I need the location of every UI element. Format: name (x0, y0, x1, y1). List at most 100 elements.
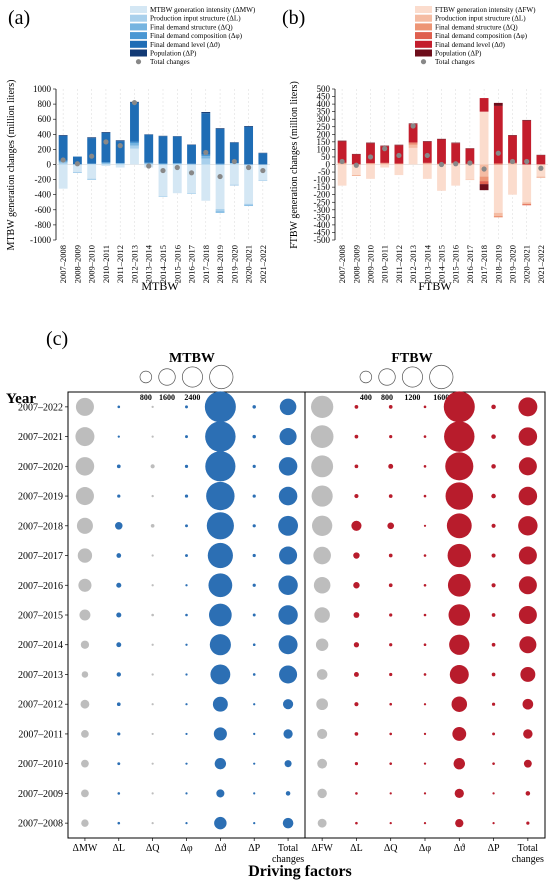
mtbw-bar-1 (87, 165, 96, 179)
mtbw-legend-swatch (130, 15, 147, 22)
col-label: Total (518, 843, 539, 854)
mtbw-legend-swatch (130, 32, 147, 39)
row-label: 2007–2017 (18, 551, 63, 562)
bubble (424, 495, 427, 498)
ftbw-y-tick-label: 500 (317, 84, 331, 94)
ftbw-bar-1 (338, 165, 347, 186)
mtbw-bar-6 (216, 128, 225, 129)
bubble (205, 451, 235, 481)
mtbw-total-point (61, 157, 66, 162)
bubble (283, 818, 294, 829)
col-label: Δφ (419, 843, 431, 854)
bubble (518, 397, 537, 416)
ftbw-legend-total-label: Total changes (435, 58, 475, 66)
mtbw-bar-2 (116, 164, 125, 165)
mtbw-bar-1 (201, 165, 210, 201)
mtbw-x-tick-label: 2013–2014 (144, 244, 154, 283)
bubble (424, 465, 427, 468)
mtbw-legend-label: Final demand composition (Δφ) (150, 32, 243, 40)
size-legend-label: 400 (360, 393, 372, 402)
ftbw-bar-5 (366, 143, 375, 163)
bubble (492, 613, 496, 617)
bubble (353, 612, 359, 618)
bubble (389, 673, 392, 676)
mtbw-y-tick-label: 1000 (33, 84, 52, 94)
bubble (354, 642, 359, 647)
ftbw-bar-5 (437, 139, 446, 163)
bubble (280, 428, 297, 445)
bubble (523, 699, 534, 710)
bubble (446, 482, 473, 509)
mtbw-total-point (232, 159, 237, 164)
bubble (279, 457, 298, 476)
bubble (355, 435, 359, 439)
bubble (389, 435, 392, 438)
bubble (424, 703, 426, 705)
bubble (252, 435, 255, 438)
mtbw-y-tick-label: -800 (35, 220, 52, 230)
size-legend-circle (360, 371, 372, 383)
bubble (278, 516, 298, 536)
bubble (355, 762, 358, 765)
ftbw-total-point (538, 166, 543, 171)
mtbw-total-point (260, 168, 265, 173)
size-legend-circle (210, 365, 233, 388)
bubble (152, 822, 154, 824)
col-label: Total (278, 843, 299, 854)
bubble-matrix-frame (68, 392, 545, 838)
bubble (355, 822, 358, 825)
bubble (208, 543, 233, 568)
bubble (78, 579, 91, 592)
bubble (354, 672, 359, 677)
bubble (444, 391, 475, 422)
bubble (81, 760, 89, 768)
ftbw-bar-6 (423, 141, 432, 142)
mtbw-bar-4 (144, 163, 153, 164)
bubble (492, 762, 495, 765)
bubble (424, 763, 426, 765)
mtbw-bar-1 (216, 165, 225, 210)
bubble (151, 614, 154, 617)
mtbw-bar-4 (130, 142, 139, 144)
mtbw-total-point (246, 165, 251, 170)
bubble (389, 733, 392, 736)
bubble (424, 525, 426, 527)
panel-c-label: (c) (46, 328, 68, 350)
mtbw-x-tick-label: 2010–2011 (101, 245, 111, 283)
ftbw-bar-6 (437, 139, 446, 140)
bubble (448, 544, 471, 567)
size-legend-label: 800 (140, 393, 152, 402)
mtbw-bar-1 (130, 149, 139, 165)
ftbw-bar-4 (409, 142, 418, 143)
bubble (519, 636, 536, 653)
bubble (455, 819, 463, 827)
ftbw-bar-1 (423, 165, 432, 179)
bubble (279, 547, 297, 565)
row-label: 2007–2012 (18, 700, 63, 711)
ftbw-x-tick-label: 2010–2011 (380, 245, 390, 283)
ftbw-bar-4 (494, 163, 503, 164)
mtbw-x-tick-label: 2014–2015 (158, 245, 168, 283)
ftbw-total-point (467, 160, 472, 165)
ftbw-total-point (439, 162, 444, 167)
ftbw-x-tick-label: 2016–2017 (465, 245, 475, 283)
ftbw-bar-6 (522, 120, 531, 121)
mtbw-x-tick-label: 2011–2012 (115, 245, 125, 283)
bubble (312, 516, 332, 536)
mtbw-legend-label: MTBW generation intensity (ΔMW) (150, 6, 256, 14)
bubble (253, 554, 256, 557)
bubble (185, 703, 187, 705)
bubble (210, 665, 230, 685)
bubble (214, 817, 226, 829)
bubble (519, 487, 538, 506)
bubble (311, 455, 333, 477)
bubble (526, 822, 529, 825)
bubble (82, 671, 89, 678)
ftbw-bar-4 (480, 181, 489, 184)
mtbw-bar-3 (130, 143, 139, 145)
ftbw-x-tick-label: 2019–2020 (508, 245, 518, 283)
col-label: Δϑ (215, 843, 226, 854)
ftbw-bar-1 (380, 165, 389, 168)
ftbw-legend-label: FTBW generation intensity (ΔFW) (435, 6, 536, 14)
mtbw-legend-swatch (130, 23, 147, 30)
